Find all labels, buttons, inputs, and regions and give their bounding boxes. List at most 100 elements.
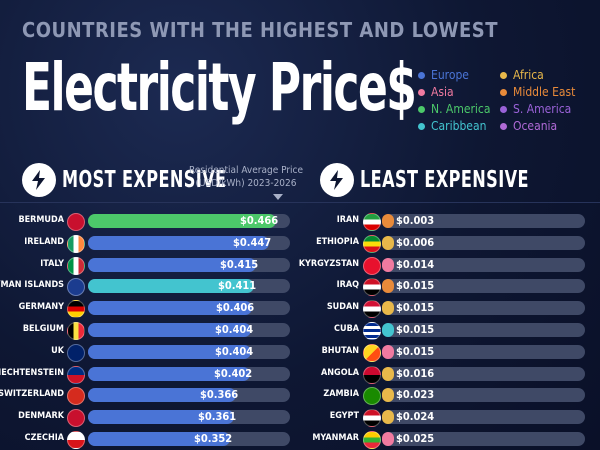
bar-category-label: ITALY [40,258,64,269]
legend-item-oceania: Oceania [500,119,557,133]
legend-dot [418,105,425,113]
bar-category-label: EGYPT [329,411,359,422]
bar-value-label: $0.404 [215,344,254,358]
bar-value-label: $0.015 [396,279,435,293]
bar [382,410,394,425]
ireland-flag-icon [67,234,85,253]
least-expensive-header: LEAST EXPENSIVE [320,163,577,197]
bar [88,432,230,446]
legend-dot [500,105,507,113]
bar-value-label: $0.014 [396,257,435,271]
bar-track [382,366,585,381]
bar [382,344,394,359]
chart-title: Electricity Price$ [22,49,417,126]
bar-track [382,235,585,250]
bar-category-label: CZECHIA [24,433,64,443]
bar [382,235,394,250]
legend-dot [418,71,425,79]
zambia-flag-icon [363,387,381,406]
legend-dot [500,88,507,96]
sudan-flag-icon [363,300,381,319]
bar-value-label: $0.015 [396,301,435,315]
bar-category-label: KYRGYZSTAN [298,258,359,269]
bar [88,344,251,359]
bar-value-label: $0.366 [200,388,239,402]
bar [88,388,236,403]
bar-value-label: $0.404 [215,323,254,336]
bar-category-label: CAYMAN ISLANDS [0,280,64,291]
most-expensive-label: MOST EXPENSIVE [62,167,227,193]
bar-category-label: MYANMAR [312,433,359,443]
legend-label: N. America [431,102,491,116]
price-unit-note-line1: Residential Average Price [188,165,304,176]
legend-dot [500,71,507,79]
bar-value-label: $0.023 [396,388,435,402]
cuba-flag-icon [363,322,381,340]
bar-category-label: BHUTAN [321,345,359,356]
bar-track [382,323,585,337]
bar-value-label: $0.415 [220,257,259,271]
bar-track [382,432,585,446]
bar-value-label: $0.015 [396,344,435,358]
bar-value-label: $0.025 [396,432,435,445]
bar [88,279,254,294]
bermuda-flag-icon [67,213,85,231]
bar-value-label: $0.466 [240,214,279,227]
bar [382,214,394,228]
bar-category-label: ANGOLA [321,367,359,378]
kyrgyzstan-flag-icon [363,256,381,275]
bar-category-label: SWITZERLAND [0,389,64,400]
switzerland-flag-icon [67,387,85,406]
bar-value-label: $0.003 [396,214,435,227]
bar-track [382,344,585,359]
legend-dot [500,122,507,130]
bar-track [382,279,585,294]
legend-item-n-america: N. America [418,102,490,116]
bar [382,366,394,381]
legend-item-africa: Africa [500,68,544,82]
legend-item-asia: Asia [418,85,454,99]
bar [382,432,394,446]
bar-category-label: GERMANY [18,302,64,313]
bar-value-label: $0.402 [214,366,253,380]
ethiopia-flag-icon [363,234,381,253]
bar [88,301,252,316]
region-legend: Europe Asia N. America Caribbean Africa … [418,68,598,138]
bar-category-label: IRELAND [24,236,64,247]
bar-value-label: $0.406 [216,301,255,315]
czechia-flag-icon [67,431,85,449]
price-unit-note: Residential Average Price (USD/kWh) 2023… [187,164,305,190]
bar [382,301,394,316]
bar-category-label: CUBA [334,324,359,334]
bar-category-label: BELGIUM [22,324,64,334]
bar [88,214,276,228]
legend-item-caribbean: Caribbean [418,119,486,133]
uk-flag-icon [67,343,85,362]
bar-category-label: SUDAN [326,302,359,313]
myanmar-flag-icon [363,431,381,449]
lightning-bolt-icon [22,163,56,197]
iran-flag-icon [363,213,381,231]
bar-category-label: ETHIOPIA [316,236,359,247]
legend-item-middle-east: Middle East [500,85,575,99]
chart-subtitle: COUNTRIES WITH THE HIGHEST AND LOWEST [22,18,498,42]
legend-dot [418,122,425,130]
legend-label: Middle East [513,85,576,99]
bar-value-label: $0.024 [396,410,435,424]
bar-category-label: IRAQ [336,280,359,291]
cayman-islands-flag-icon [67,278,85,297]
legend-label: Asia [431,85,454,99]
bar-track [382,214,585,228]
bar-track [382,301,585,316]
bar-category-label: UK [51,345,64,356]
price-unit-note-line2: (USD/kWh) 2023-2026 [195,178,297,189]
bar-track [382,388,585,403]
italy-flag-icon [67,256,85,275]
denmark-flag-icon [67,409,85,428]
bhutan-flag-icon [363,343,381,362]
bar [88,323,251,337]
bar [88,366,250,381]
legend-label: Europe [431,68,469,82]
bar-track [382,410,585,425]
angola-flag-icon [363,365,381,384]
